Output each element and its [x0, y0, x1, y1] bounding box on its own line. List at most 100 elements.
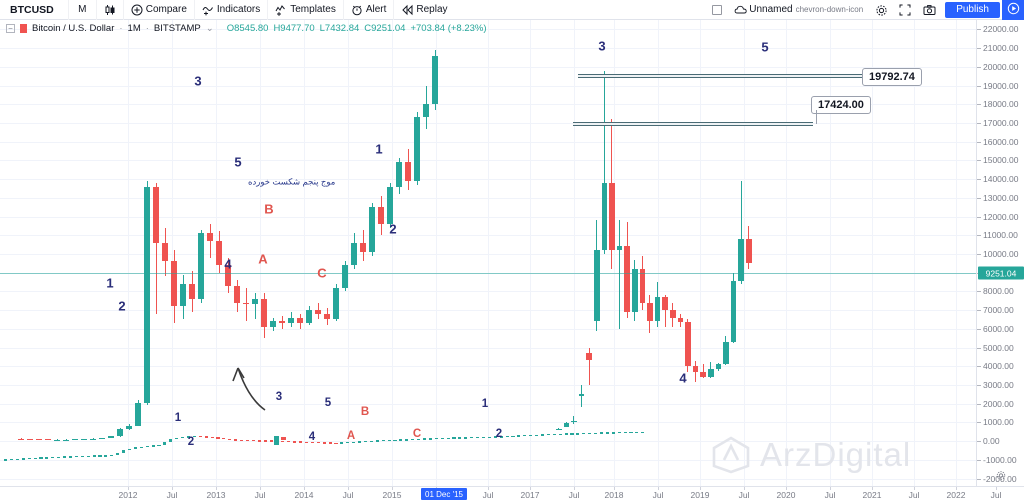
time-axis[interactable]: 2012 Jul 2013 Jul 2014 Jul 2015 Jul Jul 2017 Jul 20… — [0, 486, 1024, 502]
price-axis-tick — [977, 366, 981, 368]
layout-select-button[interactable] — [706, 0, 728, 20]
candle-body — [609, 182, 615, 251]
wave-label-1[interactable]: 1 — [106, 275, 114, 291]
legend-expander-icon[interactable]: − — [6, 24, 15, 33]
fullscreen-button[interactable] — [893, 0, 917, 20]
time-axis-tick — [392, 487, 393, 490]
wave-label-5[interactable]: 5 — [324, 397, 332, 409]
candle-body — [499, 436, 503, 438]
templates-icon — [275, 4, 287, 16]
save-layout-button[interactable]: Unnamed chevron-down-icon — [728, 0, 869, 20]
alert-button[interactable]: Alert — [344, 0, 395, 20]
time-axis-tick — [304, 487, 305, 490]
cloud-icon — [734, 4, 747, 16]
wave-label-c[interactable]: C — [412, 428, 422, 440]
wave-label-2[interactable]: 2 — [118, 298, 126, 314]
wave-label-b[interactable]: B — [360, 406, 370, 418]
wave-label-c[interactable]: C — [317, 265, 327, 281]
price-axis-tick — [977, 104, 981, 106]
candle-body — [632, 268, 638, 312]
play-icon — [1007, 2, 1020, 18]
candle-body — [423, 104, 429, 118]
candle-body — [153, 187, 159, 243]
price-ray-lower[interactable] — [573, 122, 813, 126]
wave-label-4[interactable]: 4 — [679, 370, 687, 386]
wave-label-5[interactable]: 5 — [234, 154, 242, 170]
candle-body — [281, 440, 285, 443]
candle-body — [163, 441, 167, 445]
legend-title[interactable]: Bitcoin / U.S. Dollar — [32, 23, 115, 34]
candle-body — [216, 437, 220, 439]
candle-body — [481, 436, 486, 439]
candle-body — [517, 435, 521, 437]
interval-label: M — [78, 4, 87, 15]
candle-body — [670, 310, 676, 318]
replay-button[interactable]: Replay — [394, 0, 454, 20]
candle-body — [685, 322, 691, 367]
legend-change: +703.84 (+8.23%) — [410, 23, 487, 34]
candle-body — [340, 442, 344, 444]
wave-label-a[interactable]: A — [258, 251, 268, 267]
wave-label-3[interactable]: 3 — [598, 38, 606, 54]
wave-label-5[interactable]: 5 — [761, 39, 769, 55]
candle-wick — [588, 347, 590, 386]
candle-body — [487, 436, 491, 438]
candle-body — [629, 431, 633, 434]
candle-body — [493, 436, 497, 438]
symbol-button[interactable]: BTCUSD — [0, 0, 69, 20]
indicators-button[interactable]: Indicators — [195, 0, 269, 20]
wave-label-a[interactable]: A — [346, 430, 356, 442]
candle-body — [281, 436, 286, 441]
curved-arrow-up-icon[interactable] — [210, 350, 280, 420]
wave-label-2[interactable]: 2 — [495, 428, 503, 440]
time-axis-tick-label: Jul — [738, 490, 750, 500]
candle-body — [99, 437, 105, 439]
chevron-down-icon: chevron-down-icon — [795, 5, 864, 14]
price-axis-tick — [977, 422, 981, 424]
candle-body — [635, 431, 639, 434]
wave-label-3[interactable]: 3 — [194, 73, 202, 89]
price-axis-tick — [977, 85, 981, 87]
templates-button[interactable]: Templates — [268, 0, 344, 20]
legend-exchange-caret[interactable]: ⌄ — [205, 23, 214, 34]
play-button[interactable] — [1002, 0, 1024, 20]
wave-label-1[interactable]: 1 — [375, 141, 383, 157]
snapshot-button[interactable] — [917, 0, 941, 20]
candle-body — [616, 246, 623, 251]
candle-body — [207, 233, 213, 241]
candle-body — [611, 432, 615, 434]
price-axis[interactable]: 22000.00 21000.00 20000.00 19000.00 18000.00… — [976, 20, 1024, 486]
price-ray-upper[interactable] — [578, 74, 868, 78]
candle-body — [458, 437, 462, 439]
time-axis-tick-label: Jul — [166, 490, 178, 500]
wave-label-1[interactable]: 1 — [481, 398, 489, 410]
candle-body — [324, 313, 330, 320]
wave-label-3[interactable]: 3 — [275, 391, 283, 403]
time-axis-tick — [488, 487, 489, 490]
top-toolbar: BTCUSD M Compare Indicators — [0, 0, 1024, 20]
wave-label-4[interactable]: 4 — [308, 431, 316, 443]
wave-label-1[interactable]: 1 — [174, 412, 182, 424]
price-axis-tick-label: 14000.00 — [983, 174, 1019, 185]
wave-label-2[interactable]: 2 — [389, 221, 397, 237]
price-tag-upper[interactable]: 19792.74 — [862, 68, 922, 86]
candle-wick — [702, 364, 704, 379]
price-axis-tick — [977, 29, 981, 31]
settings-button[interactable] — [869, 0, 893, 20]
price-tag-lower[interactable]: 17424.00 — [811, 96, 871, 114]
compare-button[interactable]: Compare — [124, 0, 195, 20]
wave-label-4[interactable]: 4 — [224, 256, 232, 272]
time-axis-tick-label: Jul — [652, 490, 664, 500]
candle-body — [352, 441, 356, 443]
wave-label-b[interactable]: B — [264, 201, 274, 217]
price-axis-settings-icon[interactable] — [995, 470, 1006, 484]
price-axis-tick — [977, 441, 981, 443]
publish-button[interactable]: Publish — [945, 1, 1000, 18]
interval-button[interactable]: M — [69, 0, 97, 20]
chart-type-button[interactable] — [97, 0, 124, 20]
wave-label-2[interactable]: 2 — [187, 436, 195, 448]
time-axis-tick-label: Jul — [254, 490, 266, 500]
candle-body — [564, 433, 568, 435]
candle-body — [225, 265, 231, 286]
